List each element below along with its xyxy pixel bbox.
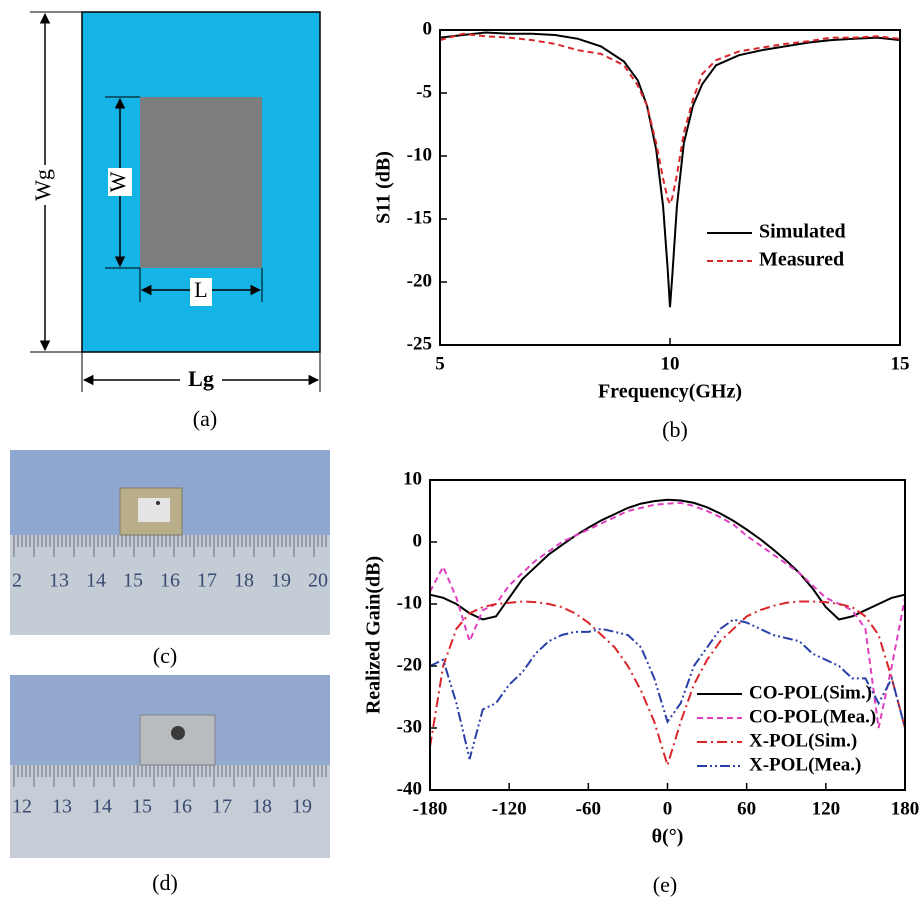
- series-line: [439, 31, 901, 308]
- y-tick-label: -10: [407, 144, 432, 165]
- legend-label: CO-POL(Sim.): [749, 682, 872, 703]
- antenna-diagram: Wg W L Lg: [30, 11, 321, 393]
- y-tick-label: -15: [407, 207, 432, 228]
- series-line: [439, 32, 901, 207]
- patch: [140, 97, 262, 268]
- ruler-label: 14: [86, 570, 106, 592]
- ruler: [10, 535, 330, 635]
- y-axis-label: Realized Gain(dB): [363, 556, 385, 714]
- caption: (d): [152, 870, 178, 895]
- x-tick-label: -120: [492, 798, 527, 819]
- antenna-board: [139, 714, 216, 766]
- ruler-label: 18: [234, 570, 254, 592]
- y-tick-label: 0: [413, 530, 423, 551]
- x-tick-label: -60: [576, 798, 601, 819]
- ruler-label: 16: [160, 570, 180, 592]
- photo: [10, 675, 330, 858]
- ruler-label: 12: [12, 796, 32, 818]
- legend-label: X-POL(Mea.): [749, 754, 861, 775]
- ruler-label: 13: [52, 796, 72, 818]
- x-tick-label: 180: [891, 798, 920, 819]
- ruler-label: 13: [49, 570, 69, 592]
- patch: [138, 498, 170, 522]
- x-tick-label: 60: [737, 798, 756, 819]
- label-bg: [33, 165, 57, 205]
- ruler-label: 15: [123, 570, 143, 592]
- y-axis-label: S11 (dB): [373, 151, 395, 224]
- y-tick-label: -25: [407, 333, 432, 354]
- legend-label: Simulated: [759, 221, 846, 243]
- series-line: [429, 618, 906, 760]
- y-tick-label: 10: [403, 468, 422, 489]
- legend-label: Measured: [759, 249, 844, 271]
- x-tick-label: 0: [663, 798, 673, 819]
- ruler-label: 19: [271, 570, 291, 592]
- ruler-label: 14: [92, 796, 112, 818]
- caption: (c): [153, 643, 177, 668]
- ruler-label: 17: [212, 796, 232, 818]
- ruler-label: 19: [292, 796, 312, 818]
- x-tick-label: 5: [435, 353, 445, 374]
- label-bg: [180, 367, 222, 393]
- ruler-label: 17: [197, 570, 217, 592]
- ruler-label: 16: [172, 796, 192, 818]
- y-tick-label: -5: [416, 81, 432, 102]
- ruler: [10, 765, 330, 858]
- x-axis-label: θ(°): [652, 826, 684, 848]
- caption: (a): [193, 406, 217, 431]
- y-tick-label: -40: [397, 778, 422, 799]
- series-line: [429, 600, 906, 769]
- x-tick-label: 15: [891, 353, 910, 374]
- x-tick-label: -180: [413, 798, 448, 819]
- caption: (b): [662, 417, 688, 442]
- y-tick-label: -20: [407, 270, 432, 291]
- feed: [156, 501, 160, 505]
- legend-label: X-POL(Sim.): [749, 730, 857, 751]
- ruler-label: 18: [252, 796, 272, 818]
- ruler-label: 15: [132, 796, 152, 818]
- y-tick-label: -10: [397, 592, 422, 613]
- connector: [171, 726, 185, 740]
- label-bg: [190, 278, 212, 306]
- dim-label: L: [194, 277, 207, 302]
- caption: (e): [653, 872, 677, 897]
- x-tick-label: 120: [812, 798, 841, 819]
- dim-label: Lg: [188, 366, 214, 391]
- ruler-label: 20: [308, 570, 328, 592]
- y-tick-label: 0: [423, 18, 433, 39]
- x-tick-label: 10: [661, 353, 680, 374]
- label-bg: [108, 168, 132, 196]
- y-tick-label: -20: [397, 654, 422, 675]
- legend-label: CO-POL(Mea.): [749, 706, 876, 727]
- dim-label: W: [105, 171, 130, 192]
- y-tick-label: -30: [397, 716, 422, 737]
- dim-label: Wg: [30, 169, 55, 201]
- x-axis-label: Frequency(GHz): [598, 381, 742, 403]
- series-line: [429, 498, 906, 621]
- ruler-label: 2: [12, 570, 22, 592]
